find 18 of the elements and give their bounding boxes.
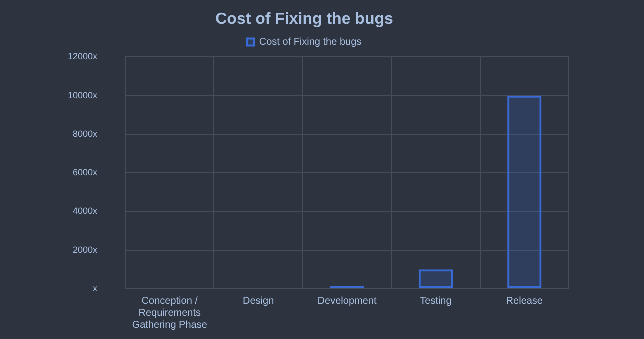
legend-label: Cost of Fixing the bugs <box>259 36 362 48</box>
x-tick-label: Development <box>318 296 377 307</box>
x-tick-label: Design <box>243 296 274 307</box>
y-tick-label: 12000x <box>68 52 98 62</box>
y-tick-label: 6000x <box>72 168 98 178</box>
chart-title: Cost of Fixing the bugs <box>216 11 394 28</box>
y-tick-label: 10000x <box>68 90 98 100</box>
x-tick-label: Testing <box>420 296 452 307</box>
y-tick-label: 8000x <box>72 128 98 139</box>
category-label: Requirements <box>138 308 202 319</box>
y-tick-label: 2000x <box>72 244 98 255</box>
bar <box>508 96 542 288</box>
x-tick-label: Release <box>506 296 544 307</box>
category-label: Conception / <box>142 296 198 307</box>
y-tick-label: 4000x <box>72 206 98 216</box>
y-tick-label: x <box>93 283 98 294</box>
bar <box>418 270 454 288</box>
category-label: Gathering Phase <box>132 320 208 331</box>
